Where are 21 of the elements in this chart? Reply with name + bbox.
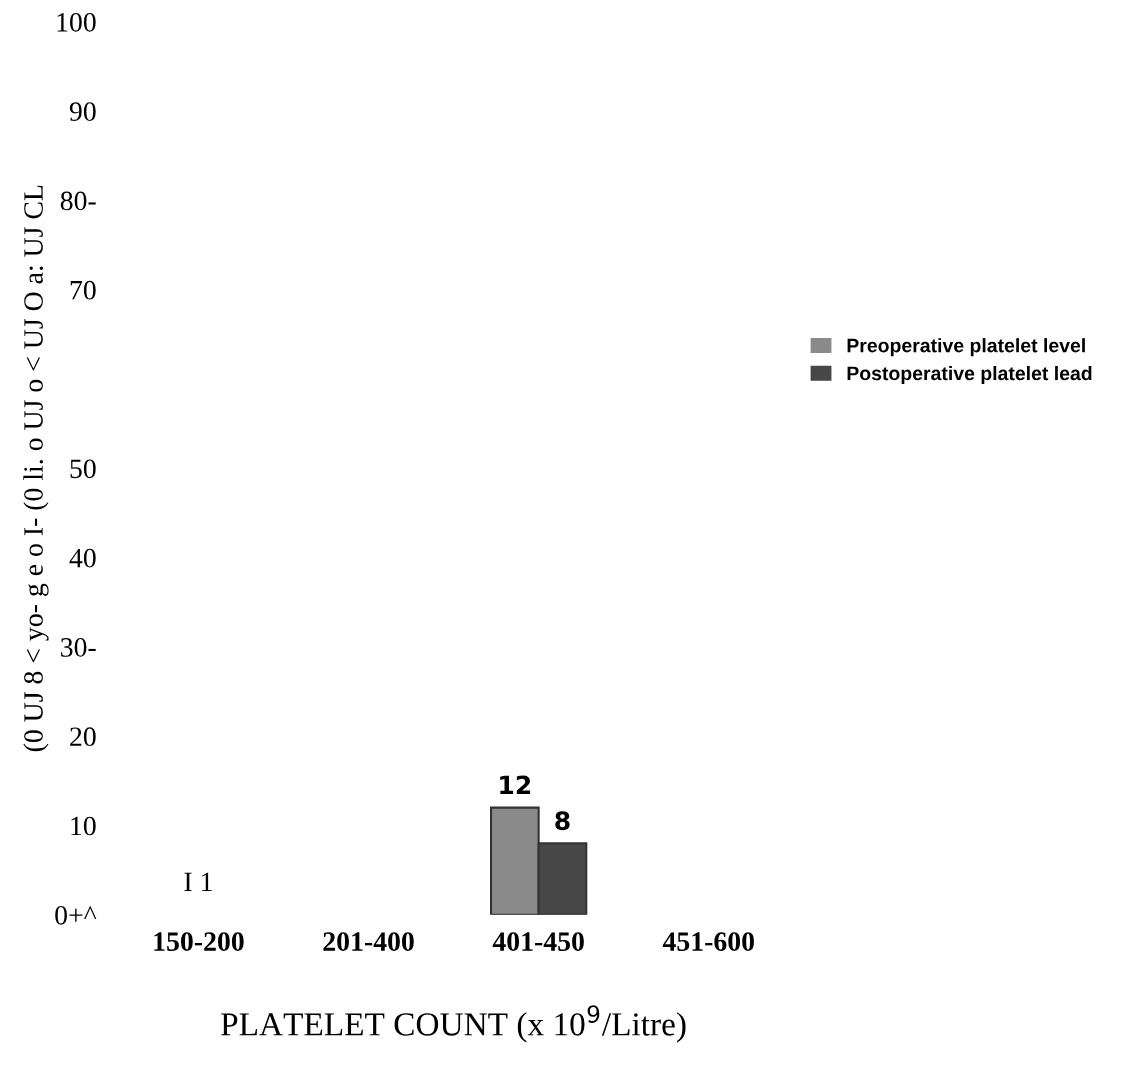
data-label: 12 xyxy=(500,775,531,795)
y-tick-label: 100 xyxy=(57,12,96,32)
legend-label: Postoperative platelet lead xyxy=(847,365,1092,385)
legend-label: Preoperative platelet level xyxy=(847,338,1085,357)
y-tick-label: 70 xyxy=(70,280,96,300)
y-tick-label: 50 xyxy=(70,459,96,479)
y-tick-label: 30- xyxy=(61,638,96,657)
y-tick-label: 10 xyxy=(71,816,96,836)
y-tick-label: 40 xyxy=(69,548,96,568)
data-label: 8 xyxy=(555,811,570,831)
y-tick-label: 80- xyxy=(60,191,96,211)
x-tick-label: 201-400 xyxy=(323,932,414,951)
y-tick-label: 20 xyxy=(70,727,96,747)
x-tick-label: 451-600 xyxy=(662,932,754,951)
annotation: I 1 xyxy=(184,872,212,891)
y-tick-label: 0+^ xyxy=(55,905,97,925)
x-axis-title: PLATELET COUNT (x 10$^{9}$/Litre) xyxy=(221,1005,686,1043)
x-tick-label: 401-450 xyxy=(492,932,584,951)
x-tick-label: 150-200 xyxy=(154,932,244,951)
y-tick-label: 90 xyxy=(69,102,96,121)
y-axis-title: (0 UJ 8 < yo- g e o I- (0 li. o UJ o < UJ O a: UJ CL xyxy=(23,185,49,752)
